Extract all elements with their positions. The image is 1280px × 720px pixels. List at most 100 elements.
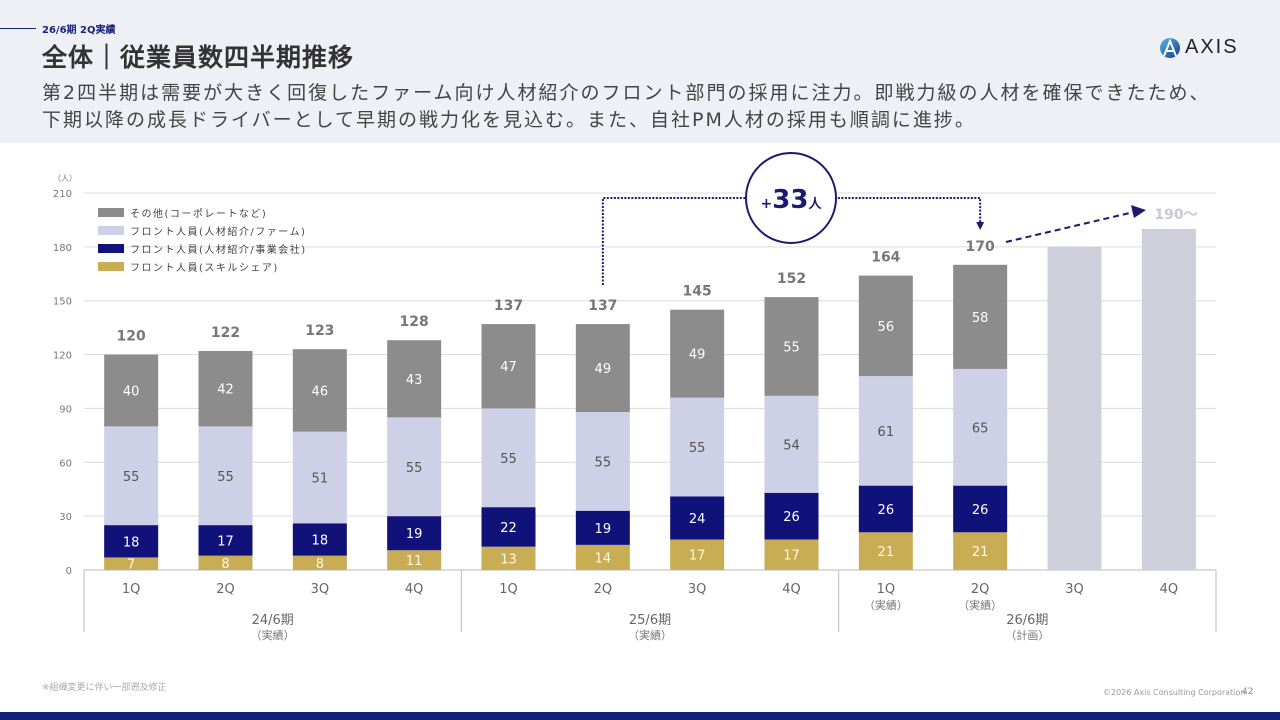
bar-segment-other (575, 324, 630, 413)
bar-total-label: 137 (588, 298, 617, 314)
period-group-sublabel: （計画） (1005, 628, 1049, 642)
bar-segment-front_firm (764, 395, 819, 493)
chart-legend: その他(コーポレートなど) フロント人員(人材紹介/ファーム) フロント人員(人材紹… (98, 203, 307, 275)
bar-total-label: 137 (494, 298, 523, 314)
legend-swatch (98, 225, 124, 235)
bar-total-label: 123 (305, 323, 334, 339)
bar-value-label: 40 (123, 384, 140, 399)
subtitle-line: 下期以降の成長ドライバーとして早期の戦力化を見込む。また、自社PM人材の採用も順… (42, 109, 976, 131)
period-group-sublabel: （実績） (628, 628, 672, 642)
y-tick-label: 0 (66, 566, 72, 577)
bar-segment-front_firm (575, 412, 630, 511)
x-tick-label: 3Q (688, 582, 707, 597)
y-tick-label: 30 (59, 512, 72, 523)
legend-label: フロント人員(人材紹介/事業会社) (130, 244, 307, 256)
bar-value-label: 19 (406, 527, 423, 542)
x-tick-label: 3Q (1065, 582, 1084, 597)
company-logo: AXIS (1158, 36, 1239, 59)
bar-segment-other (198, 350, 253, 427)
bar-segment-front_firm (104, 426, 159, 526)
y-tick-label: 90 (59, 404, 72, 415)
bar-value-label: 18 (312, 533, 329, 548)
bar-total-label: 164 (871, 250, 900, 266)
bar-segment-other (953, 264, 1008, 369)
bar-segment-front_skill (387, 550, 442, 570)
bar-value-label: 42 (217, 383, 234, 398)
bar-value-label: 55 (783, 340, 800, 355)
x-tick-label: 3Q (311, 582, 330, 597)
bar-segment-other (104, 354, 159, 427)
x-tick-label: 4Q (782, 582, 801, 597)
bar-value-label: 51 (312, 472, 329, 487)
bar-segment-front_business (858, 485, 913, 533)
bar-segment-front_skill (953, 532, 1008, 570)
y-tick-label: 120 (53, 351, 72, 362)
bar-total-label: 145 (683, 284, 712, 300)
y-axis-unit: （人） (53, 174, 77, 183)
bar-value-label: 8 (316, 557, 324, 572)
bar-segment-front_skill (481, 546, 536, 570)
bar-segment-front_skill (198, 555, 253, 570)
copyright: ©2026 Axis Consulting Corporation (1103, 688, 1246, 697)
x-tick-sublabel: （実績） (958, 598, 1002, 612)
bar-segment-other (858, 275, 913, 377)
bar-total-label: 120 (117, 329, 146, 345)
bar-segment-other (481, 324, 536, 409)
bar-segment-front_skill (104, 557, 159, 570)
bar-value-label: 22 (500, 521, 517, 536)
x-tick-sublabel: （実績） (864, 598, 908, 612)
legend-label: フロント人員(スキルシェア) (130, 262, 279, 274)
bar-segment-front_firm (858, 376, 913, 486)
x-tick-label: 4Q (1160, 582, 1179, 597)
x-tick-label: 1Q (877, 582, 896, 597)
bar-value-label: 24 (689, 512, 706, 527)
bar-segment-front_skill (575, 544, 630, 570)
bar-value-label: 49 (595, 362, 612, 377)
bar-value-label: 17 (217, 534, 234, 549)
plan-bar (1047, 246, 1102, 570)
bar-segment-front_skill (858, 532, 913, 570)
bar-segment-front_business (670, 496, 725, 540)
page-subtitle: 第2四半期は需要が大きく回復したファーム向け人材紹介のフロント部門の採用に注力。… (42, 80, 1211, 134)
bar-segment-other (292, 349, 347, 432)
bar-segment-front_business (764, 492, 819, 540)
bar-total-label: 152 (777, 271, 806, 287)
bar-segment-front_firm (387, 417, 442, 517)
legend-swatch (98, 261, 124, 271)
plan-total-label: 190～ (1154, 207, 1197, 223)
bar-value-label: 13 (500, 552, 517, 567)
bar-segment-front_business (104, 525, 159, 558)
bar-segment-front_firm (481, 408, 536, 508)
bar-segment-front_business (198, 525, 253, 556)
y-tick-label: 150 (53, 297, 72, 308)
x-tick-label: 2Q (216, 582, 235, 597)
bar-value-label: 55 (123, 470, 140, 485)
bar-segment-front_firm (292, 431, 347, 524)
bar-value-label: 49 (689, 348, 706, 363)
x-tick-label: 1Q (122, 582, 141, 597)
bar-segment-front_business (387, 516, 442, 551)
bar-value-label: 21 (878, 545, 895, 560)
bar-segment-other (387, 340, 442, 418)
bar-segment-other (670, 309, 725, 398)
page-number: 42 (1242, 687, 1254, 697)
bar-value-label: 17 (689, 549, 706, 564)
bar-value-label: 55 (217, 470, 234, 485)
growth-bracket-arrowhead (976, 222, 985, 230)
y-tick-label: 210 (53, 189, 72, 200)
bar-segment-front_business (481, 507, 536, 547)
bar-value-label: 26 (972, 503, 989, 518)
bar-value-label: 11 (406, 554, 423, 569)
page-title: 全体｜従業員数四半期推移 (42, 43, 355, 72)
bar-value-label: 47 (500, 360, 517, 375)
growth-bracket (601, 197, 982, 285)
bar-segment-front_firm (670, 397, 725, 497)
bar-segment-front_business (575, 510, 630, 545)
bar-value-label: 19 (595, 522, 612, 537)
bar-value-label: 55 (595, 455, 612, 470)
period-group-label: 24/6期 (252, 613, 294, 628)
plan-bar (1141, 228, 1196, 570)
bar-segment-front_skill (670, 539, 725, 570)
logo-text: AXIS (1185, 36, 1239, 58)
